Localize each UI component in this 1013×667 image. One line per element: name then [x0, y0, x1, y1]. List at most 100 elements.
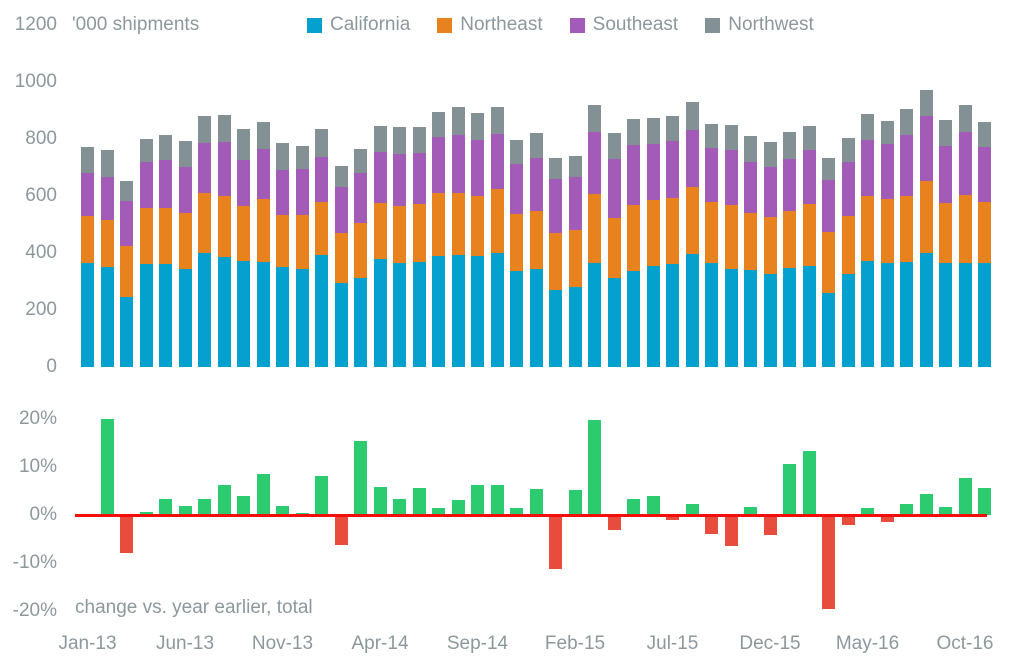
stacked-bar-segment-california — [607, 278, 621, 367]
change-bar — [432, 508, 445, 515]
legend-item-northwest: Northwest — [705, 14, 814, 36]
stacked-bar-segment-southeast — [100, 177, 114, 221]
shipments-ytick-400: 400 — [25, 242, 57, 263]
stacked-bar-segment-southeast — [334, 187, 348, 234]
stacked-bar-segment-northeast — [627, 204, 640, 271]
stacked-bar-segment-california — [471, 255, 484, 367]
stacked-bar-segment-northwest — [159, 134, 172, 161]
stacked-bar-segment-northeast — [295, 215, 309, 270]
shipments-ytick-1200: 1200 — [14, 14, 57, 35]
stacked-bar-segment-california — [198, 253, 211, 367]
stacked-bar-segment-northeast — [256, 198, 270, 262]
stacked-bar-segment-california — [354, 278, 367, 367]
x-axis-label-jan-13: Jan-13 — [58, 633, 117, 654]
stacked-bar-segment-california — [958, 263, 972, 367]
stacked-bar-segment-southeast — [276, 169, 289, 216]
stacked-bar-segment-northeast — [588, 193, 601, 263]
stacked-bar-segment-northeast — [919, 180, 933, 254]
stacked-bar-segment-southeast — [646, 143, 660, 200]
x-axis-label-apr-14: Apr-14 — [351, 633, 409, 654]
stacked-bar-segment-california — [666, 263, 679, 367]
stacked-bar-segment-northeast — [159, 207, 172, 265]
stacked-bar-segment-california — [900, 261, 913, 367]
stacked-bar-segment-northeast — [841, 215, 855, 275]
stacked-bar-segment-northeast — [958, 194, 972, 264]
stacked-bar-segment-northwest — [822, 157, 835, 180]
legend-swatch-northwest — [705, 17, 721, 33]
change-bar — [588, 419, 601, 515]
stacked-bar-segment-northeast — [822, 231, 835, 293]
stacked-bar-segment-northwest — [900, 109, 913, 136]
stacked-bar-segment-northwest — [529, 133, 543, 159]
shipments-ytick-600: 600 — [25, 185, 57, 206]
stacked-bar-segment-northwest — [100, 150, 114, 178]
stacked-bar-segment-northeast — [120, 246, 133, 298]
stacked-bar-segment-california — [841, 274, 855, 367]
stacked-bar-segment-northeast — [783, 210, 796, 269]
stacked-bar-segment-southeast — [432, 137, 445, 194]
stacked-bar-segment-california — [100, 267, 114, 367]
stacked-bar-segment-northeast — [939, 203, 952, 264]
stacked-bar-segment-california — [412, 261, 426, 367]
stacked-bar-segment-northeast — [607, 218, 621, 279]
stacked-bar-segment-northwest — [841, 138, 855, 162]
stacked-bar-segment-northeast — [432, 193, 445, 256]
stacked-bar-segment-northeast — [568, 229, 582, 288]
x-axis-label-may-16: May-16 — [835, 633, 900, 654]
stacked-bar-segment-california — [744, 269, 757, 367]
change-bar — [120, 515, 133, 554]
legend-item-california: California — [307, 14, 410, 36]
stacked-bar-segment-northeast — [861, 195, 874, 261]
change-bar — [393, 499, 406, 515]
stacked-bar-segment-southeast — [958, 131, 972, 195]
stacked-bar-segment-northwest — [666, 115, 679, 141]
stacked-bar-segment-northeast — [705, 202, 718, 263]
stacked-bar-segment-northwest — [178, 140, 192, 168]
stacked-bar-segment-northwest — [724, 125, 738, 150]
stacked-bar-segment-southeast — [783, 158, 796, 211]
stacked-bar-segment-northwest — [217, 115, 231, 143]
stacked-bar-segment-southeast — [354, 173, 367, 224]
change-bar — [724, 515, 738, 546]
stacked-bar-segment-southeast — [607, 159, 621, 219]
stacked-bar-segment-southeast — [861, 139, 874, 196]
stacked-bar-segment-northwest — [802, 125, 816, 150]
stacked-bar-segment-southeast — [666, 140, 679, 199]
stacked-bar-segment-northeast — [880, 198, 894, 263]
stacked-bar-segment-california — [529, 268, 543, 367]
stacked-bar-segment-northwest — [705, 124, 718, 149]
stacked-bar-segment-southeast — [217, 142, 231, 196]
stacked-bar-segment-california — [978, 263, 991, 367]
stacked-bar-segment-california — [763, 274, 777, 367]
stacked-bar-segment-southeast — [81, 172, 94, 216]
change-bar — [139, 511, 153, 515]
stacked-bar-segment-california — [315, 254, 328, 367]
stacked-bar-segment-southeast — [627, 144, 640, 205]
stacked-bar-segment-northeast — [412, 203, 426, 262]
change-ytick--20: -20% — [12, 600, 57, 621]
stacked-bar-segment-northwest — [295, 145, 309, 170]
stacked-bar-segment-california — [705, 262, 718, 367]
legend: California Northeast Southeast Northwest — [307, 14, 814, 36]
stacked-bar-segment-northwest — [978, 122, 991, 148]
zero-line — [75, 513, 987, 517]
stacked-bar-segment-northwest — [588, 104, 601, 133]
stacked-bar-segment-northwest — [510, 139, 523, 164]
shipments-ytick-200: 200 — [25, 299, 57, 320]
stacked-bar-segment-southeast — [471, 140, 484, 196]
x-axis-label-oct-16: Oct-16 — [936, 633, 994, 654]
stacked-bar-segment-southeast — [724, 149, 738, 205]
stacked-bar-segment-northeast — [178, 213, 192, 270]
change-bar — [451, 499, 465, 515]
change-bar — [666, 515, 679, 520]
change-bar — [861, 507, 874, 515]
stacked-bar-segment-california — [783, 268, 796, 367]
stacked-bar-segment-northwest — [139, 139, 153, 163]
stacked-bar-segment-california — [295, 269, 309, 367]
stacked-bar-segment-northwest — [763, 142, 777, 168]
stacked-bar-segment-northwest — [880, 120, 894, 145]
stacked-bar-segment-northeast — [510, 214, 523, 271]
stacked-bar-segment-california — [334, 282, 348, 367]
stacked-bar-segment-northwest — [276, 142, 289, 170]
stacked-bar-segment-northwest — [120, 180, 133, 201]
